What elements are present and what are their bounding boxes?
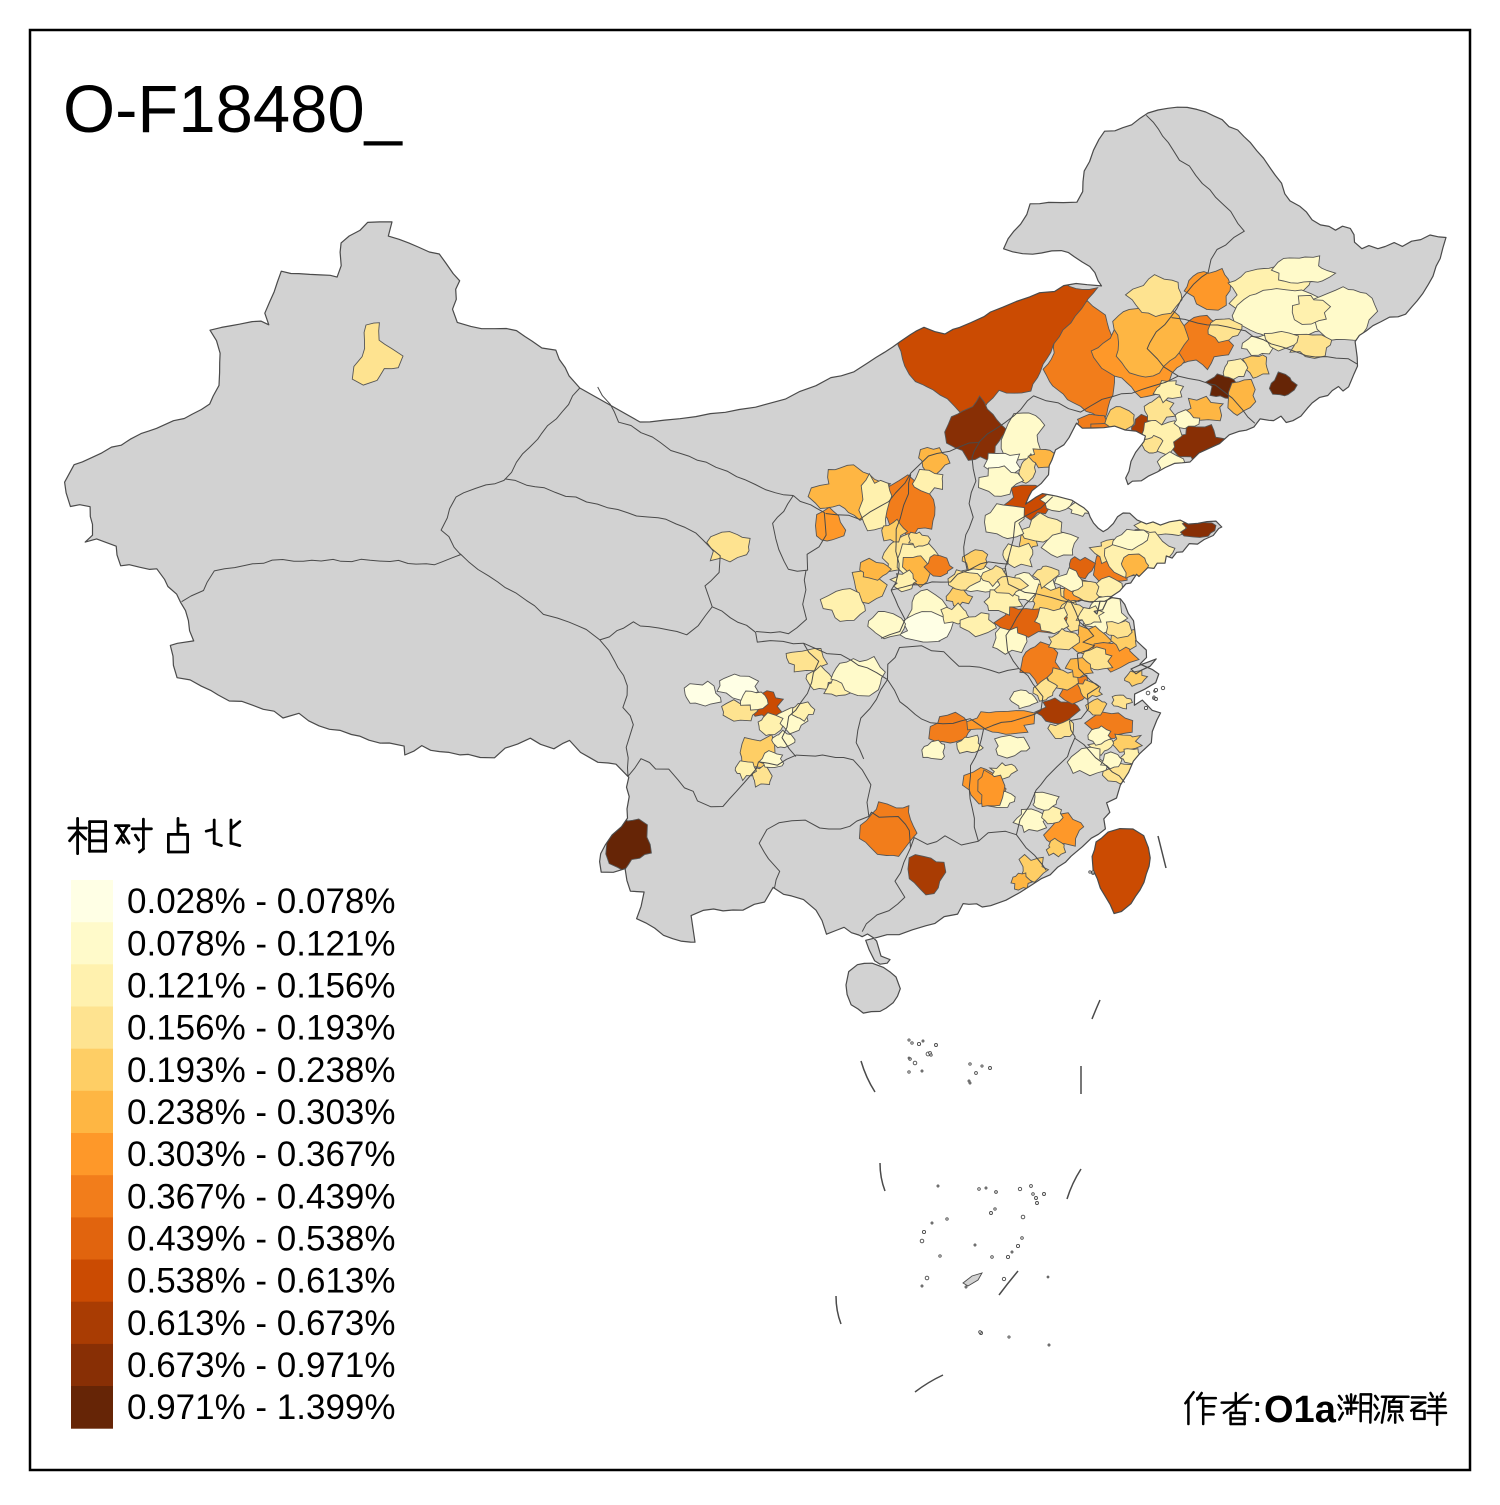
svg-text:0.028% - 0.078%: 0.028% - 0.078% [127, 882, 396, 921]
svg-text:O1a: O1a [1264, 1389, 1337, 1431]
svg-text:0.193% - 0.238%: 0.193% - 0.238% [127, 1051, 396, 1090]
svg-text:0.971% - 1.399%: 0.971% - 1.399% [127, 1388, 396, 1427]
svg-text:0.673% - 0.971%: 0.673% - 0.971% [127, 1346, 396, 1385]
svg-text:0.121% - 0.156%: 0.121% - 0.156% [127, 966, 396, 1005]
svg-text:O-F18480_: O-F18480_ [63, 72, 404, 147]
svg-text:0.078% - 0.121%: 0.078% - 0.121% [127, 924, 396, 963]
svg-text:0.538% - 0.613%: 0.538% - 0.613% [127, 1262, 396, 1301]
svg-text:0.367% - 0.439%: 0.367% - 0.439% [127, 1177, 396, 1216]
svg-text:0.439% - 0.538%: 0.439% - 0.538% [127, 1219, 396, 1258]
svg-text:0.613% - 0.673%: 0.613% - 0.673% [127, 1304, 396, 1343]
svg-text:0.303% - 0.367%: 0.303% - 0.367% [127, 1135, 396, 1174]
svg-text:0.238% - 0.303%: 0.238% - 0.303% [127, 1093, 396, 1132]
svg-text:0.156% - 0.193%: 0.156% - 0.193% [127, 1009, 396, 1048]
svg-text::: : [1252, 1389, 1263, 1431]
